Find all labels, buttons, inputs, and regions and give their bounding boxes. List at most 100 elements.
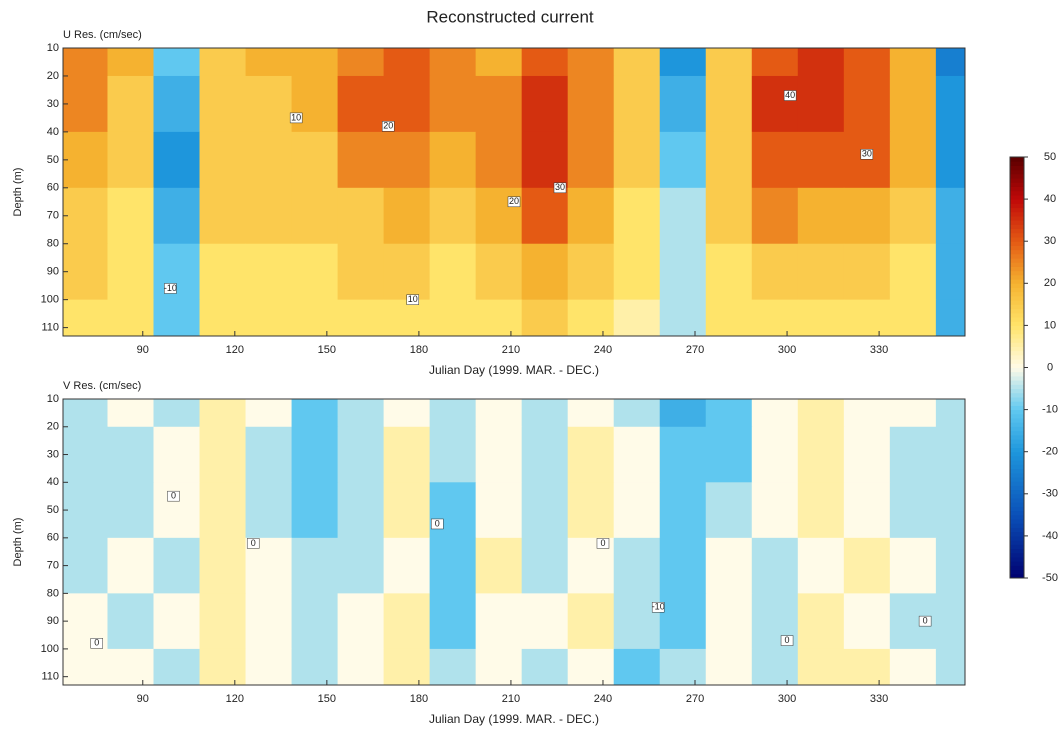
y-tick-label: 100 xyxy=(41,643,59,655)
heatmap-cell xyxy=(521,482,569,539)
heatmap-cell xyxy=(567,187,615,245)
heatmap-cell xyxy=(337,48,385,77)
heatmap-cell xyxy=(613,399,661,428)
x-tick-label: 150 xyxy=(318,693,336,705)
heatmap-cell xyxy=(383,243,431,301)
colorbar-segment xyxy=(1010,489,1024,495)
heatmap-cell xyxy=(337,482,385,539)
heatmap-cell xyxy=(383,537,431,594)
y-tick-label: 50 xyxy=(47,154,59,166)
colorbar-segment xyxy=(1010,451,1024,457)
colorbar-segment xyxy=(1010,304,1024,310)
heatmap-cell xyxy=(63,399,108,428)
contour-label: 0 xyxy=(785,635,790,645)
heatmap-cell xyxy=(153,75,201,133)
colorbar-segment xyxy=(1010,346,1024,352)
colorbar-segment xyxy=(1010,228,1024,234)
colorbar-segment xyxy=(1010,388,1024,394)
heatmap-cell xyxy=(199,593,247,650)
contour-label-box xyxy=(90,638,103,649)
heatmap-cell xyxy=(705,48,753,77)
heatmap-cell xyxy=(567,593,615,650)
heatmap-cell xyxy=(797,482,845,539)
heatmap-cell xyxy=(935,299,965,336)
heatmap-cell xyxy=(567,482,615,539)
heatmap-cell xyxy=(843,537,891,594)
x-tick-label: 90 xyxy=(137,344,149,356)
heatmap-cell xyxy=(613,648,661,685)
colorbar-segment xyxy=(1010,384,1024,390)
heatmap-cell xyxy=(337,243,385,301)
colorbar-segment xyxy=(1010,253,1024,259)
heatmap-cell xyxy=(751,48,799,77)
x-tick-label: 300 xyxy=(778,693,796,705)
heatmap-cell xyxy=(153,243,201,301)
colorbar-segment xyxy=(1010,367,1024,373)
heatmap-cell xyxy=(889,75,937,133)
x-axis-label: Julian Day (1999. MAR. - DEC.) xyxy=(429,712,599,726)
colorbar-segment xyxy=(1010,194,1024,200)
y-tick-label: 70 xyxy=(47,560,59,572)
y-tick-label: 100 xyxy=(41,294,59,306)
heatmap-cell xyxy=(797,593,845,650)
heatmap-cell xyxy=(935,648,965,685)
colorbar-tick-label: -30 xyxy=(1042,488,1058,500)
heatmap-cell xyxy=(705,482,753,539)
heatmap-cell xyxy=(935,482,965,539)
y-tick-label: 10 xyxy=(47,393,59,405)
heatmap-cell xyxy=(521,648,569,685)
heatmap-cell xyxy=(107,648,155,685)
contour-label-box xyxy=(246,538,260,549)
colorbar-segment xyxy=(1010,392,1024,398)
heatmap-cell xyxy=(843,648,891,685)
heatmap-cell xyxy=(843,482,891,539)
heatmap-cell xyxy=(291,537,339,594)
heatmap-cell xyxy=(613,131,661,189)
heatmap-cell xyxy=(889,648,937,685)
colorbar-segment xyxy=(1010,178,1024,183)
heatmap-cell xyxy=(245,399,293,428)
contour-label: 20 xyxy=(509,196,519,206)
heatmap-cell xyxy=(705,75,753,133)
heatmap-cell xyxy=(659,482,707,539)
colorbar-tick-label: 0 xyxy=(1047,361,1053,373)
heatmap-cell xyxy=(751,131,799,189)
colorbar-segment xyxy=(1010,266,1024,272)
heatmap-cell xyxy=(751,648,799,685)
heatmap-cell xyxy=(429,75,477,133)
heatmap-cell xyxy=(797,537,845,594)
heatmap-cell xyxy=(383,426,431,483)
heatmap-cell xyxy=(475,48,523,77)
heatmap-cell xyxy=(475,243,523,301)
heatmap-cell xyxy=(521,131,569,189)
heatmap-cell xyxy=(567,243,615,301)
heatmap-cell xyxy=(521,299,569,336)
heatmap-cell xyxy=(429,299,477,336)
heatmap-cell xyxy=(153,131,201,189)
heatmap-cell xyxy=(107,75,155,133)
y-tick-label: 20 xyxy=(47,70,59,82)
heatmap-cell xyxy=(521,537,569,594)
heatmap-cell xyxy=(521,75,569,133)
heatmap-cell xyxy=(843,426,891,483)
heatmap-cell xyxy=(63,75,108,133)
heatmap-cell xyxy=(659,299,707,336)
x-tick-label: 270 xyxy=(686,693,704,705)
heatmap-cell xyxy=(889,187,937,245)
y-tick-label: 40 xyxy=(47,476,59,488)
colorbar-segment xyxy=(1010,375,1024,381)
heatmap-cell xyxy=(935,187,965,245)
heatmap-cell xyxy=(521,243,569,301)
heatmap-cell xyxy=(935,537,965,594)
contour-label-box xyxy=(164,283,177,294)
contour-label-box xyxy=(596,538,610,549)
y-axis-label: Depth (m) xyxy=(12,168,24,217)
heatmap-cell xyxy=(337,593,385,650)
contour-label-box xyxy=(783,90,797,101)
colorbar-segment xyxy=(1010,476,1024,482)
contour-label-box xyxy=(406,294,420,305)
x-tick-label: 270 xyxy=(686,344,704,356)
heatmap-cell xyxy=(429,593,477,650)
heatmap-cell xyxy=(291,48,339,77)
heatmap-cell xyxy=(613,243,661,301)
